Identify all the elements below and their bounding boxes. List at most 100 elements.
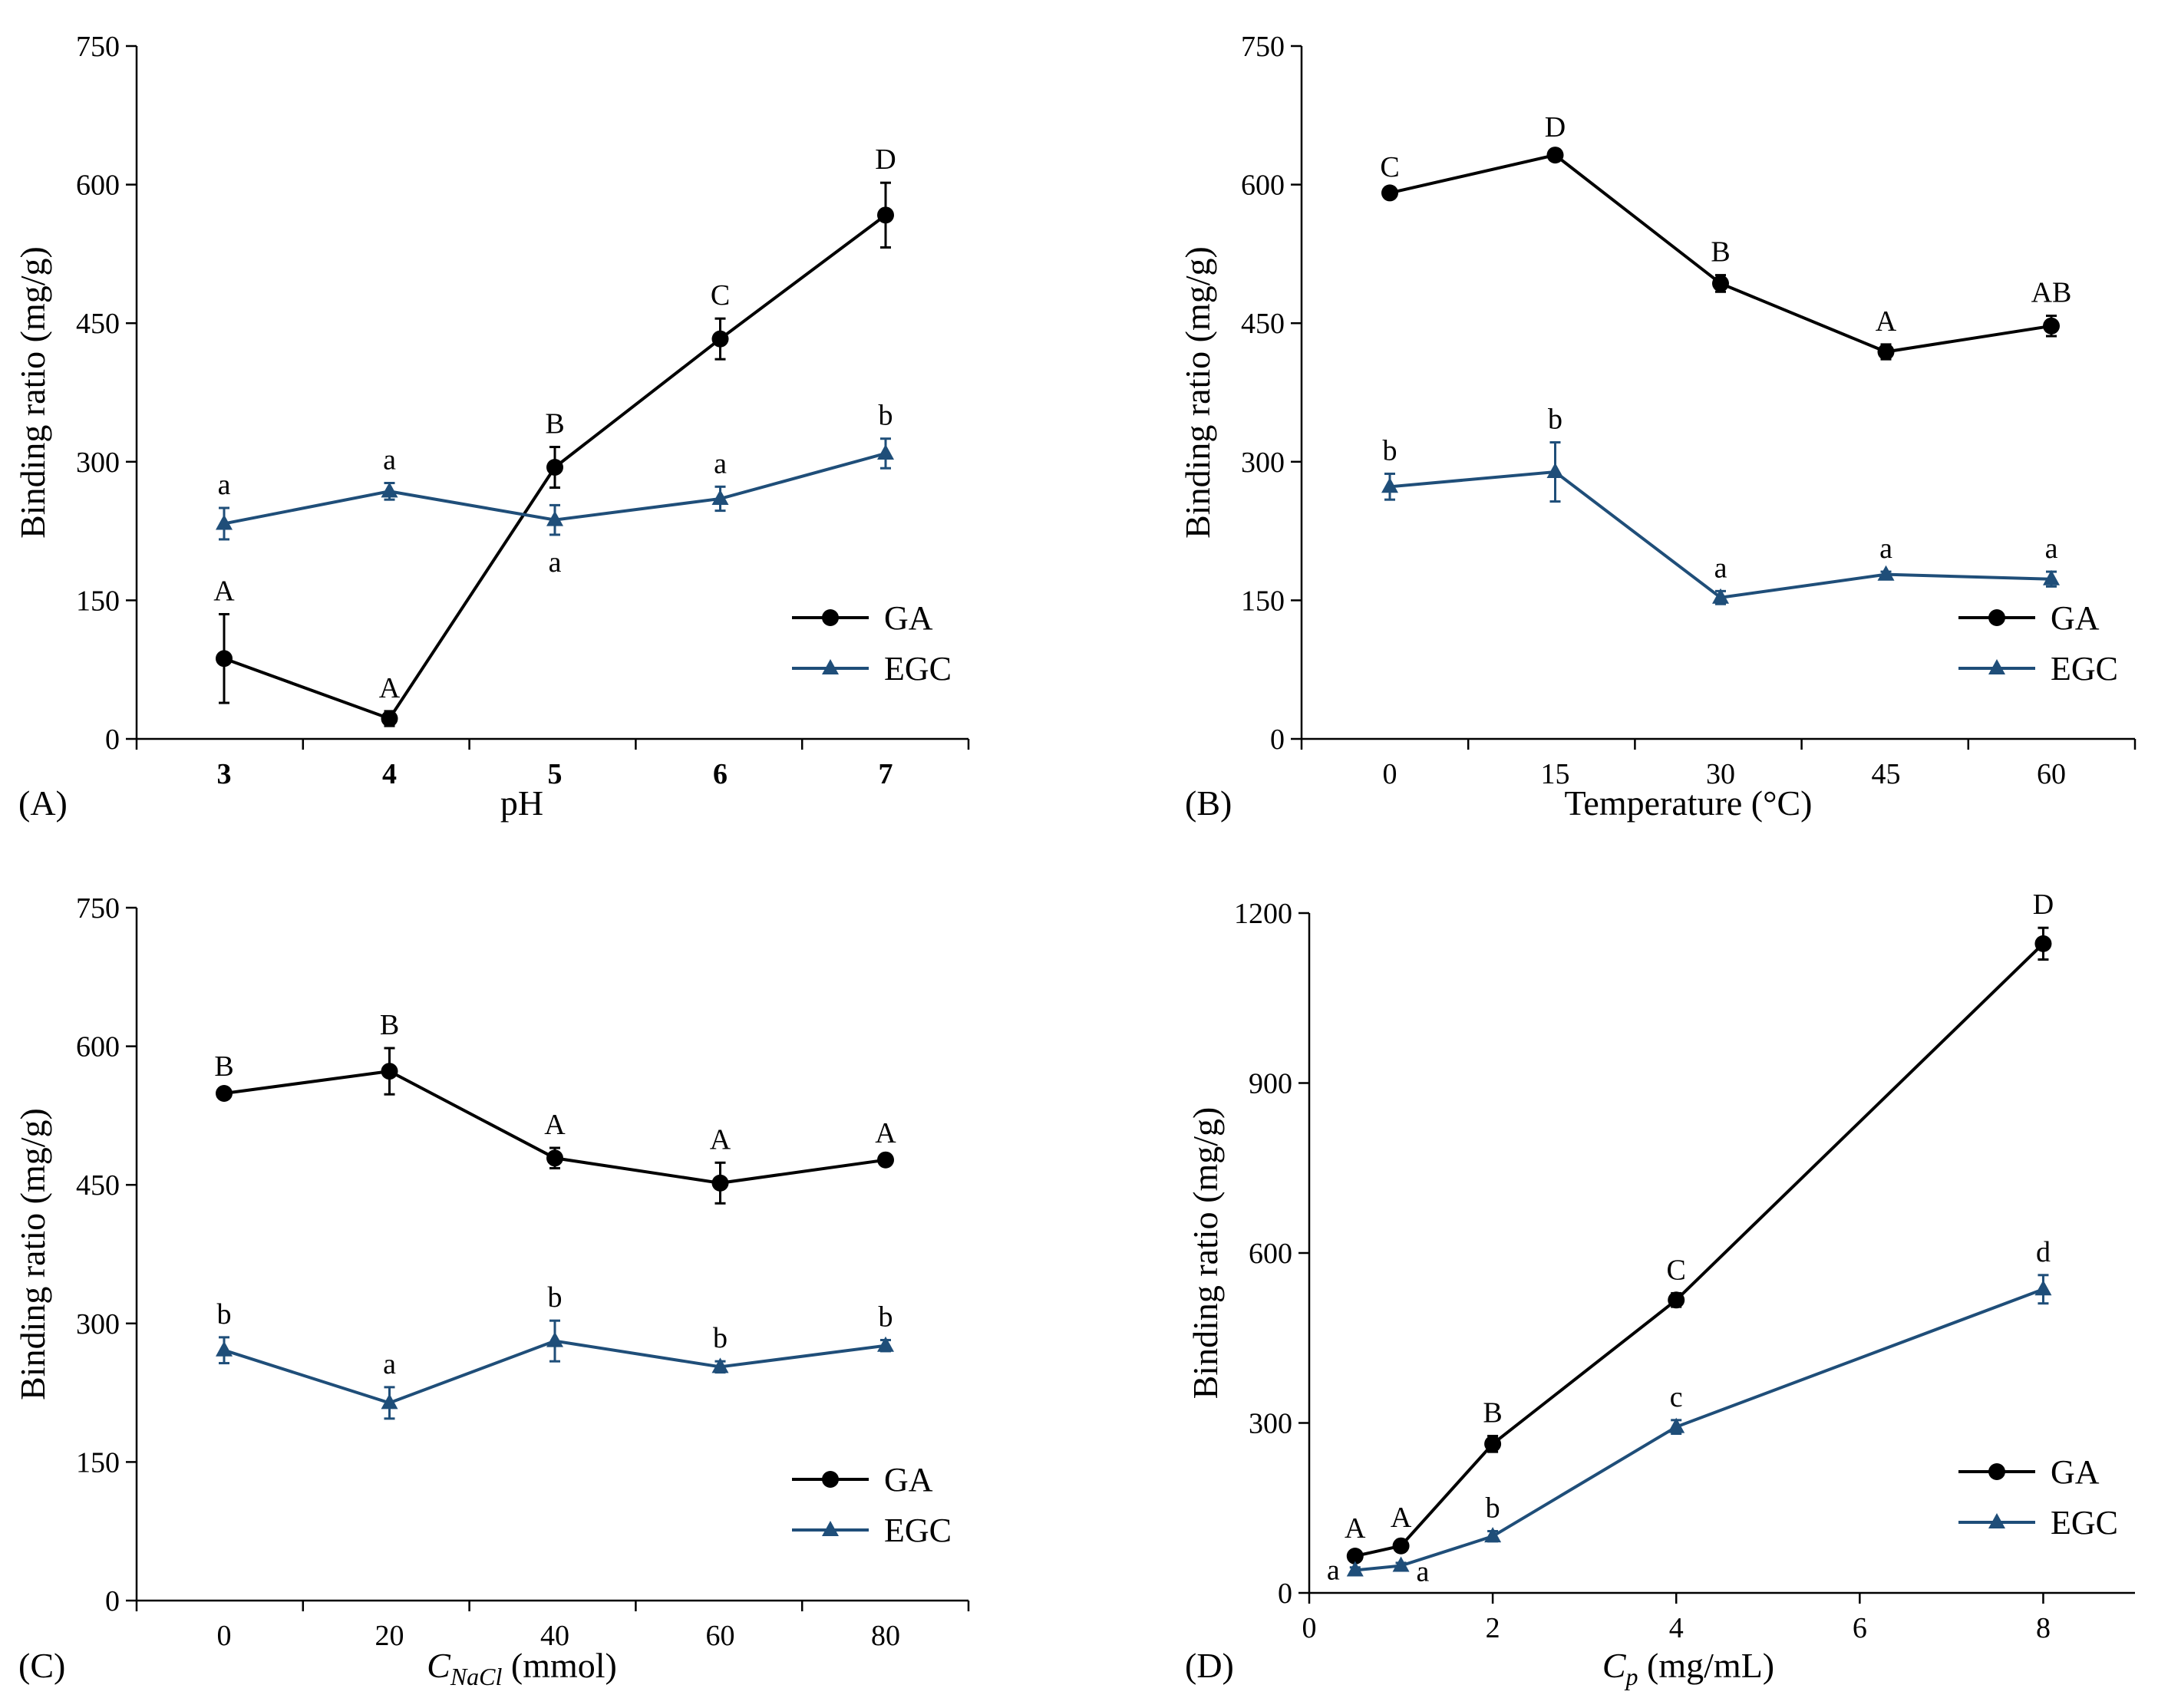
egc-data-point <box>546 1331 563 1347</box>
egc-data-point <box>1392 1556 1410 1572</box>
legend-ga-label: GA <box>2051 1453 2100 1491</box>
egc-significance-label: a <box>1714 552 1727 584</box>
ga-data-point <box>2034 935 2052 952</box>
y-tick-label: 150 <box>76 585 120 617</box>
ga-data-point <box>711 1174 729 1192</box>
y-tick-label: 750 <box>1241 31 1285 63</box>
y-tick-label: 750 <box>76 31 120 63</box>
y-tick-label: 450 <box>76 308 120 340</box>
egc-significance-label: b <box>1486 1492 1500 1525</box>
legend-egc-label: EGC <box>884 650 952 687</box>
y-tick-label: 1200 <box>1234 898 1292 930</box>
y-tick-label: 750 <box>76 892 120 925</box>
legend-egc-label: EGC <box>2051 650 2118 687</box>
y-axis-label: Binding ratio (mg/g) <box>13 246 52 539</box>
ga-significance-label: C <box>1380 151 1399 183</box>
egc-data-point <box>711 489 729 505</box>
x-axis-label-sub: NaCl <box>450 1663 503 1690</box>
egc-data-point <box>711 1357 729 1373</box>
y-tick-label: 600 <box>76 170 120 202</box>
ga-significance-label: A <box>1876 305 1897 338</box>
legend-egc-marker <box>1988 1513 2005 1528</box>
y-tick-label: 150 <box>76 1446 120 1479</box>
chart-panel-3: 0 150 300 450 600 750 0 20 40 60 80 Binding ratio (… <box>13 892 970 1690</box>
legend-ga-marker <box>822 1471 839 1488</box>
ga-significance-label: B <box>1483 1396 1502 1429</box>
legend-ga-label: GA <box>2051 599 2100 637</box>
y-tick-label: 450 <box>76 1169 120 1202</box>
legend-ga-label: GA <box>884 599 933 637</box>
x-tick-label: 5 <box>548 758 563 790</box>
x-tick-label: 4 <box>382 758 397 790</box>
egc-significance-label: b <box>1548 404 1562 436</box>
ga-significance-label: A <box>544 1109 566 1141</box>
x-tick-label: 6 <box>713 758 728 790</box>
ga-data-point <box>711 330 729 348</box>
egc-data-point <box>1877 565 1895 581</box>
ga-significance-label: A <box>1345 1512 1366 1545</box>
y-tick-label: 300 <box>76 447 120 479</box>
y-tick-label: 0 <box>105 724 120 756</box>
egc-data-point <box>216 1340 233 1357</box>
legend-ga-marker <box>1988 1463 2005 1480</box>
x-tick-label: 7 <box>879 758 893 790</box>
egc-data-point <box>381 1393 398 1410</box>
ga-data-point <box>216 1085 233 1103</box>
ga-data-point <box>1484 1435 1502 1452</box>
chart-panel-1: 0 150 300 450 600 750 3 4 5 6 7 Binding ratio (mg/g… <box>13 31 970 823</box>
x-tick-label: 20 <box>375 1620 404 1652</box>
x-axis-label: CNaCl (mmol) <box>427 1646 617 1690</box>
ga-significance-label: A <box>1391 1502 1412 1534</box>
egc-significance-label: a <box>2045 533 2058 565</box>
x-axis-label-unit: (mg/mL) <box>1638 1646 1775 1685</box>
x-tick-label: 4 <box>1669 1612 1684 1644</box>
legend: GA EGC <box>1958 1453 2118 1541</box>
legend-egc-marker <box>822 1521 839 1536</box>
egc-significance-label: a <box>1327 1554 1340 1586</box>
y-tick-label: 900 <box>1249 1068 1292 1100</box>
ga-data-point <box>1546 147 1564 164</box>
egc-significance-label: d <box>2036 1236 2051 1268</box>
egc-data-point <box>381 482 398 498</box>
egc-significance-label: b <box>548 1281 563 1314</box>
egc-data-point <box>216 514 233 530</box>
ga-data-point <box>381 1063 398 1080</box>
legend-egc-marker <box>822 659 839 674</box>
egc-data-point <box>2043 569 2060 585</box>
ga-significance-label: D <box>2033 889 2054 921</box>
egc-data-point <box>546 510 563 526</box>
egc-significance-label: b <box>1383 434 1397 467</box>
y-tick-label: 0 <box>105 1585 120 1617</box>
y-tick-label: 150 <box>1241 585 1285 617</box>
egc-data-point <box>2034 1280 2052 1296</box>
x-tick-label: 60 <box>706 1620 735 1652</box>
ga-significance-label: B <box>380 1009 399 1041</box>
egc-data-point <box>1546 463 1564 479</box>
egc-significance-label: a <box>218 469 231 501</box>
egc-significance-label: b <box>879 1301 893 1333</box>
x-tick-label: 40 <box>540 1620 569 1652</box>
y-tick-label: 300 <box>76 1308 120 1340</box>
egc-significance-label: a <box>383 443 396 476</box>
egc-data-point <box>1346 1561 1364 1577</box>
legend-egc-marker <box>1988 659 2005 674</box>
legend-ga-marker <box>1988 609 2005 626</box>
legend-egc-label: EGC <box>2051 1504 2118 1541</box>
egc-data-point <box>1381 477 1398 493</box>
egc-significance-label: a <box>383 1348 396 1380</box>
y-axis-label: Binding ratio (mg/g) <box>1178 246 1217 539</box>
ga-data-point <box>877 206 894 224</box>
legend-egc-label: EGC <box>884 1512 952 1549</box>
ga-data-point <box>1392 1537 1410 1555</box>
ga-significance-label: B <box>214 1050 233 1083</box>
ga-data-point <box>1381 184 1398 202</box>
legend: GA EGC <box>792 1461 952 1549</box>
x-axis-label: Temperature (°C) <box>1565 783 1813 823</box>
x-tick-label: 8 <box>2036 1612 2051 1644</box>
egc-significance-label: a <box>714 447 727 480</box>
egc-significance-label: b <box>217 1298 232 1330</box>
egc-series-line <box>1355 1288 2044 1572</box>
legend: GA EGC <box>1958 599 2118 687</box>
egc-significance-label: b <box>713 1322 728 1354</box>
